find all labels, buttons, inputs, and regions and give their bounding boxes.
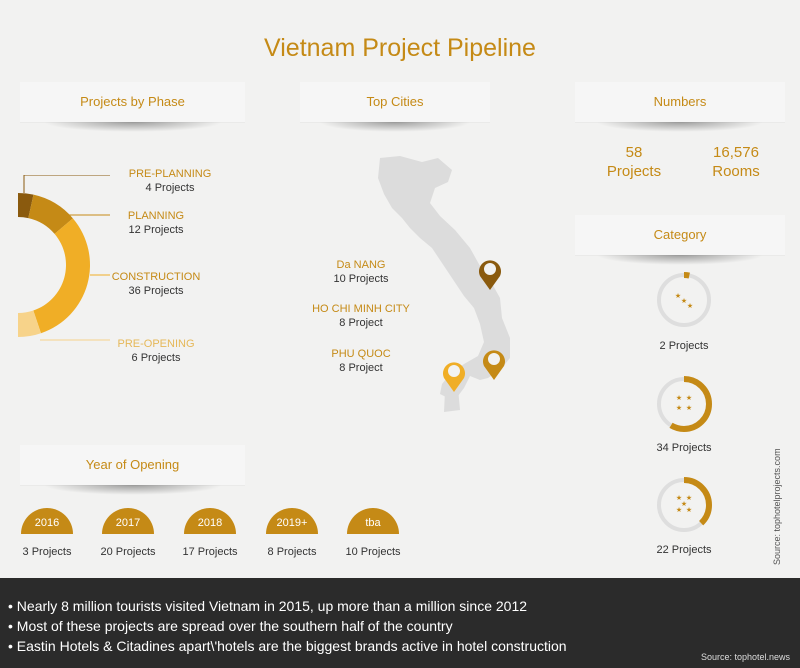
star-icon: ★ — [686, 506, 692, 514]
phase-leader-line — [23, 175, 110, 193]
number-label: Projects — [606, 163, 662, 180]
star-icon: ★ — [676, 494, 682, 502]
section-header-numbers: Numbers — [575, 82, 785, 132]
star-icon: ★ — [686, 404, 692, 412]
pin-da-nang-icon — [479, 260, 501, 290]
phu-quoc-island — [444, 388, 460, 412]
section-title: Projects by Phase — [80, 94, 185, 109]
phase-count: 6 Projects — [131, 352, 181, 364]
star-icon: ★ — [676, 506, 682, 514]
year-chip-2016: 2016 — [21, 508, 73, 534]
number-projects: 58 Projects — [588, 143, 680, 181]
city-name: Da NANG — [336, 259, 386, 271]
star-icon: ★ — [681, 500, 687, 508]
side-source-credit: Source: tophotelprojects.com — [772, 448, 782, 565]
phase-segment-pre-opening — [18, 310, 41, 337]
year-count: 8 Projects — [267, 546, 317, 558]
vietnam-map — [378, 156, 510, 412]
city-da-nang: Da NANG 10 Projects — [306, 258, 416, 286]
city-ho-chi-minh: HO CHI MINH CITY 8 Project — [306, 302, 416, 330]
phase-count: 36 Projects — [128, 285, 184, 297]
footer-panel: • Nearly 8 million tourists visited Viet… — [0, 578, 800, 668]
number-rooms: 16,576 Rooms — [690, 143, 782, 181]
number-value: 16,576 — [713, 144, 759, 161]
category-count: 34 Projects — [656, 442, 712, 454]
city-count: 8 Project — [339, 317, 383, 329]
ring-fill — [656, 477, 712, 533]
phase-label-planning: PLANNING 12 Projects — [110, 209, 202, 237]
phase-name: PRE-PLANNING — [128, 168, 212, 180]
phase-name: CONSTRUCTION — [111, 271, 201, 283]
phase-count: 4 Projects — [145, 182, 195, 194]
year-count: 3 Projects — [22, 546, 72, 558]
year-count: 20 Projects — [100, 546, 156, 558]
number-label: Rooms — [712, 163, 760, 180]
year-count: 10 Projects — [345, 546, 401, 558]
footer-bullet: • Eastin Hotels & Citadines apart\'hotel… — [8, 638, 567, 654]
phase-segment-pre-planning — [18, 193, 34, 219]
star-icon: ★ — [676, 404, 682, 412]
category-ring-4-star: ★ ★ ★ ★ — [656, 376, 712, 432]
star-icon: ★ — [687, 302, 693, 310]
section-title: Category — [653, 227, 707, 242]
page-title: Vietnam Project Pipeline — [264, 34, 536, 62]
section-title: Top Cities — [366, 94, 424, 109]
footer-bullet: • Nearly 8 million tourists visited Viet… — [8, 598, 528, 614]
phase-name: PRE-OPENING — [117, 338, 195, 350]
city-phu-quoc: PHU QUOC 8 Project — [306, 347, 416, 375]
ring-fill — [656, 376, 712, 432]
phase-label-preplanning: PRE-PLANNING 4 Projects — [110, 167, 230, 195]
city-name: PHU QUOC — [331, 348, 391, 360]
pin-ho-chi-minh-icon — [483, 350, 505, 380]
ring-fill — [656, 272, 712, 328]
footer-bullet: • Most of these projects are spread over… — [8, 618, 453, 634]
phase-name: PLANNING — [127, 210, 185, 222]
pin-phu-quoc-icon — [443, 362, 465, 392]
year-count: 17 Projects — [182, 546, 238, 558]
year-chip-2017: 2017 — [102, 508, 154, 534]
year-chip-tba: tba — [347, 508, 399, 534]
section-title: Year of Opening — [85, 457, 180, 472]
city-count: 10 Projects — [333, 273, 389, 285]
star-icon: ★ — [675, 292, 681, 300]
city-name: HO CHI MINH CITY — [312, 303, 410, 315]
section-header-cities: Top Cities — [300, 82, 490, 132]
number-value: 58 — [625, 144, 643, 161]
category-ring-3-star: ★★★ — [656, 272, 712, 328]
section-header-year: Year of Opening — [20, 445, 245, 495]
category-count: 22 Projects — [656, 544, 712, 556]
footer-source: Source: tophotel.news — [700, 652, 790, 662]
year-chip-2018: 2018 — [184, 508, 236, 534]
section-title: Numbers — [653, 94, 707, 109]
year-chip-2019: 2019+ — [266, 508, 318, 534]
category-count: 2 Projects — [659, 340, 709, 352]
phase-donut-chart — [18, 175, 110, 341]
phase-label-preopening: PRE-OPENING 6 Projects — [110, 337, 202, 365]
vietnam-shape — [378, 156, 510, 398]
star-icon: ★ — [686, 494, 692, 502]
section-header-category: Category — [575, 215, 785, 265]
phase-count: 12 Projects — [128, 224, 184, 236]
phase-label-construction: CONSTRUCTION 36 Projects — [110, 270, 202, 298]
star-icon: ★ — [676, 394, 682, 402]
phase-segment-planning — [28, 194, 73, 234]
city-count: 8 Project — [339, 362, 383, 374]
star-icon: ★ — [686, 394, 692, 402]
section-header-phase: Projects by Phase — [20, 82, 245, 132]
star-icon: ★ — [681, 297, 687, 305]
category-ring-5-star: ★ ★★★ ★ — [656, 477, 712, 533]
phase-segment-construction — [33, 218, 91, 334]
